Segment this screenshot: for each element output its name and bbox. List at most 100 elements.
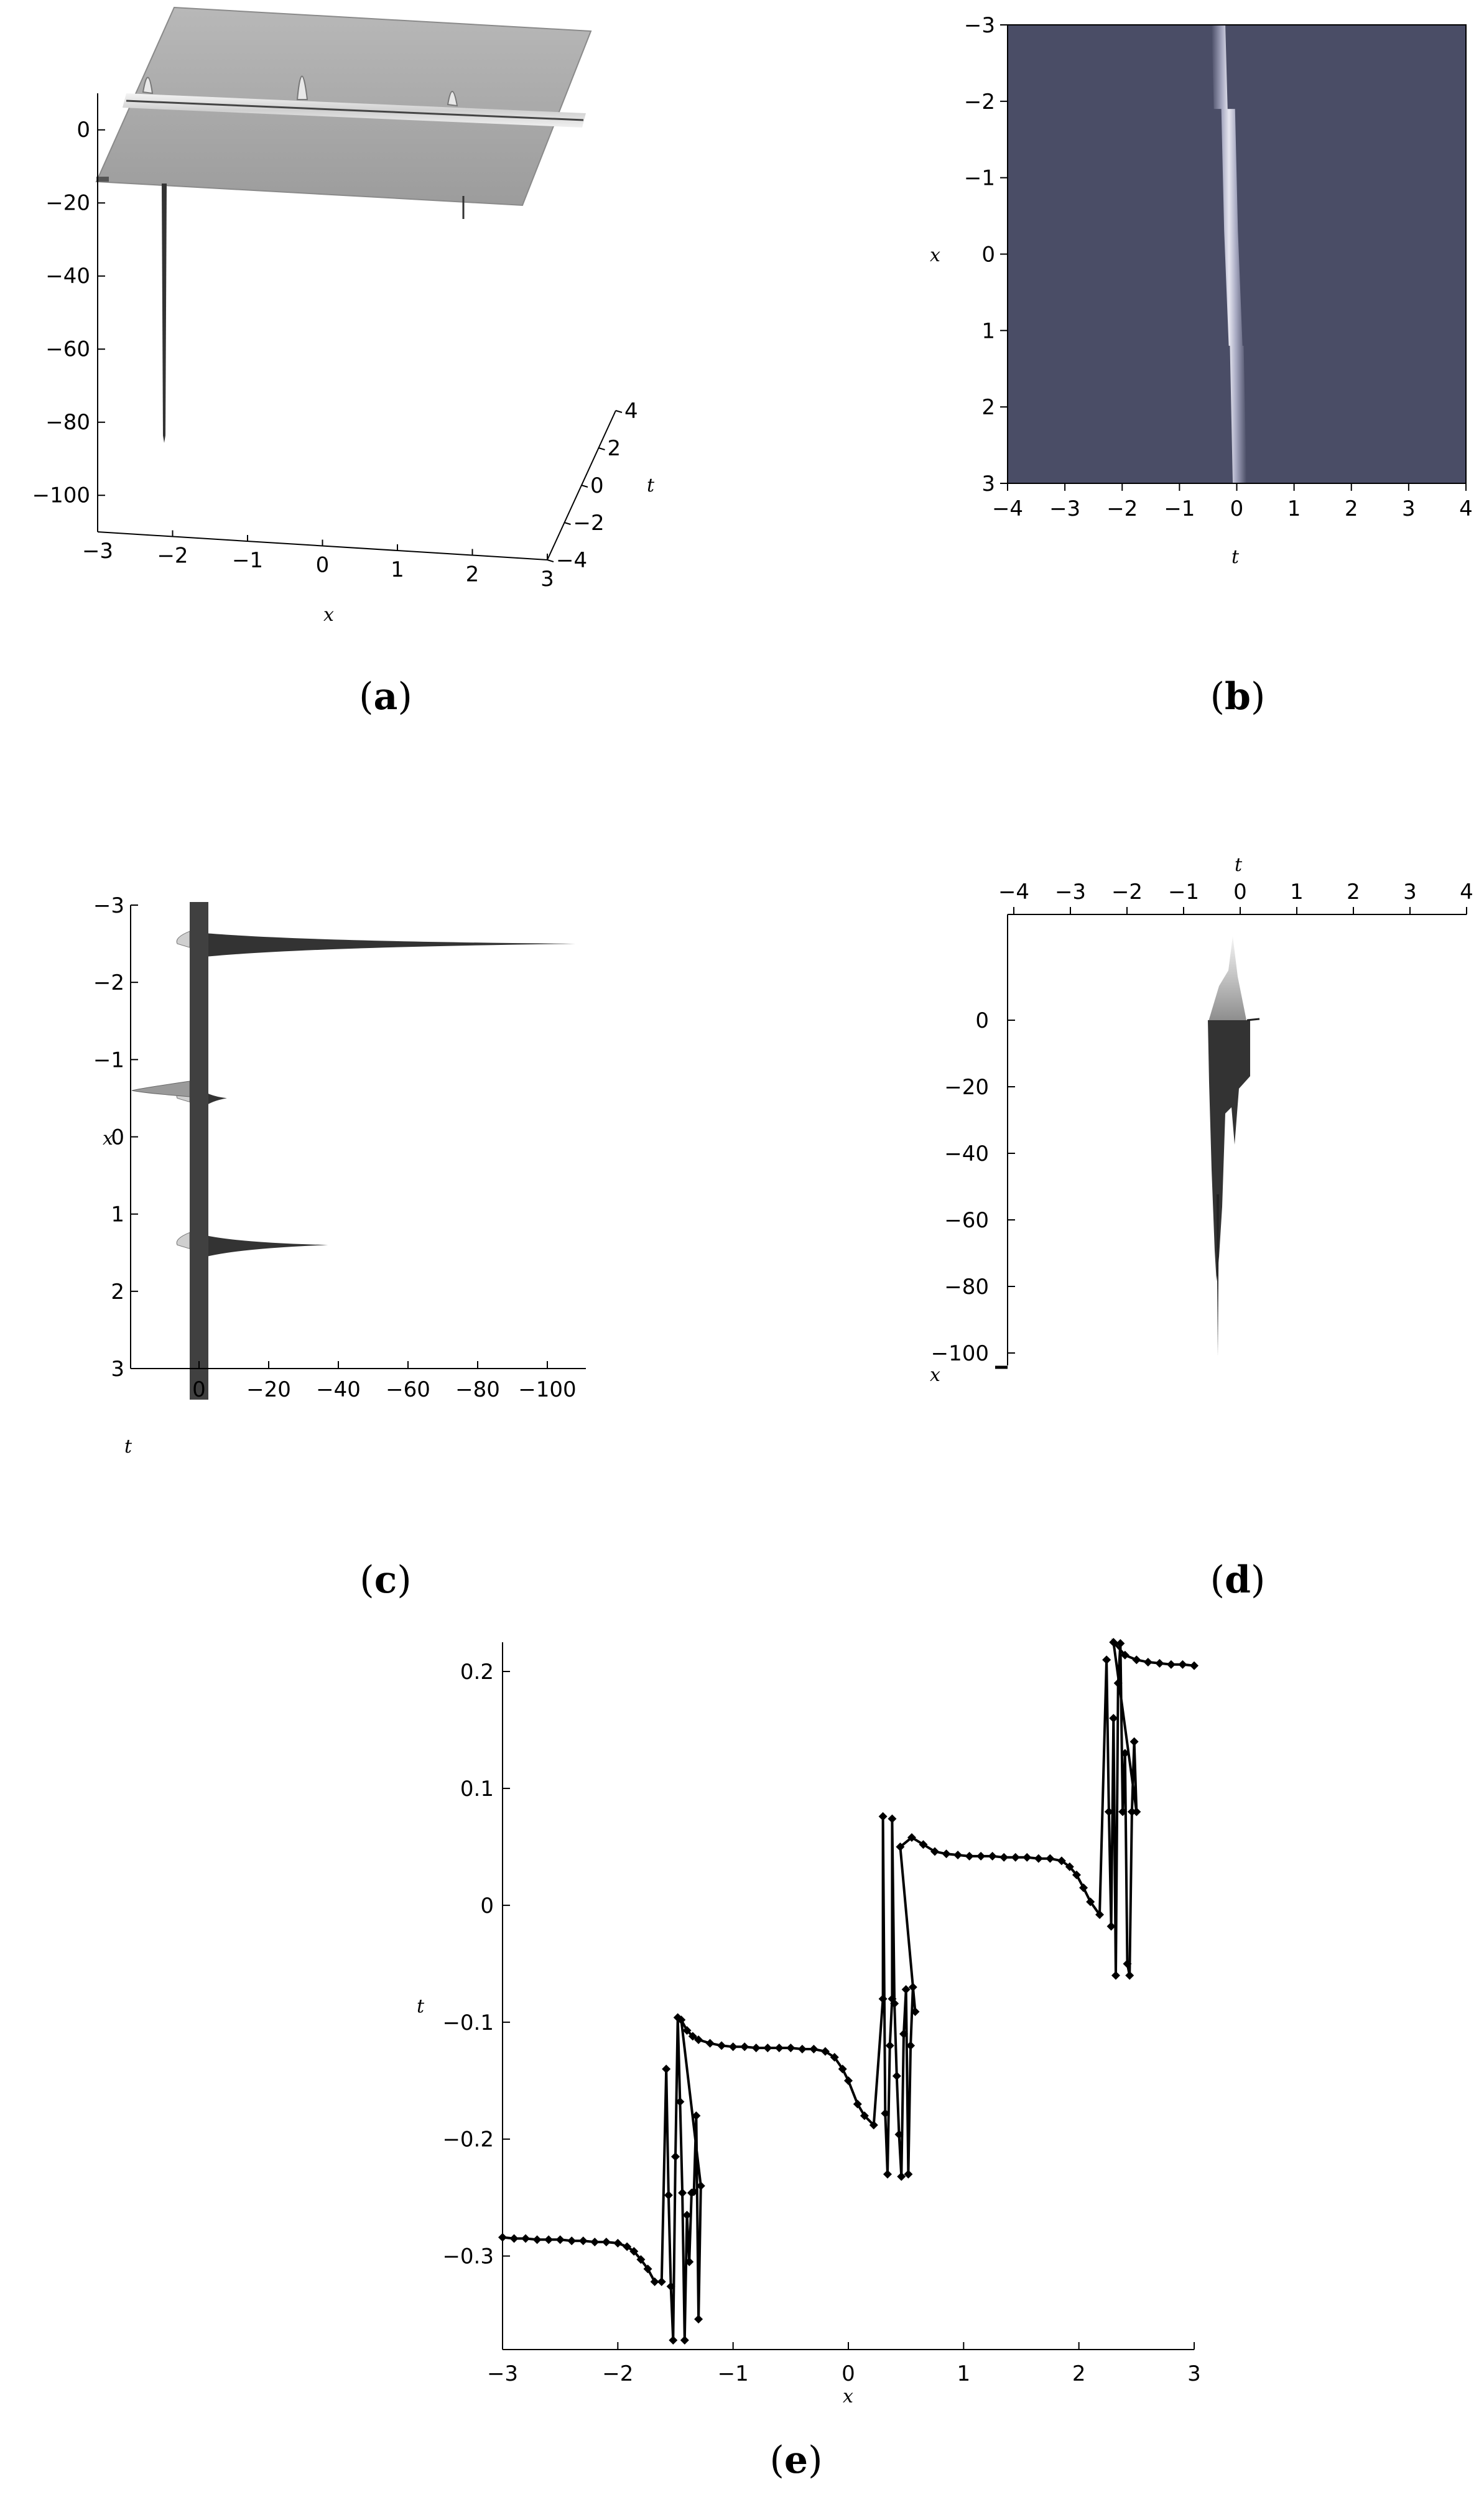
- x-tick-label: 1: [957, 2361, 971, 2386]
- series-point: [1132, 1807, 1141, 1816]
- x-tick-label: 3: [540, 567, 554, 592]
- series-point: [1109, 1714, 1118, 1723]
- series-point: [1102, 1655, 1111, 1665]
- series-point: [678, 2188, 687, 2198]
- t-tick-label: 3: [1402, 496, 1416, 521]
- series-point: [853, 2099, 862, 2109]
- series-point: [1120, 1650, 1129, 1660]
- series-point: [881, 2109, 890, 2118]
- t-tick-label: −1: [1168, 880, 1199, 904]
- t-tick-label: 0: [1230, 496, 1244, 521]
- series-point: [751, 2043, 761, 2053]
- z-tick-label: −20: [944, 1075, 989, 1100]
- x-tick-label: 0: [111, 1125, 124, 1150]
- series-point: [740, 2042, 749, 2052]
- t-tick-mark: [547, 559, 554, 562]
- z-tick-label: −100: [931, 1341, 989, 1366]
- x-tick-label: −3: [964, 13, 995, 38]
- series-point: [906, 2041, 916, 2050]
- series-point: [544, 2235, 554, 2244]
- x-axis-label: x: [843, 2386, 853, 2407]
- x-tick-label: 1: [111, 1202, 124, 1227]
- t-tick-label: −2: [1106, 496, 1138, 521]
- z-tick-label: 0: [192, 1377, 206, 1402]
- x-axis-label: x: [323, 604, 334, 626]
- z-axis-ticks: 0 −20 −40 −60 −80 −100: [931, 1008, 1015, 1366]
- z-tick-label: −20: [246, 1377, 291, 1402]
- series-point: [1166, 1660, 1176, 1669]
- t-tick-label: 2: [1347, 880, 1360, 904]
- z-tick-label: −40: [944, 1141, 989, 1166]
- y-tick-label: −0.1: [442, 2011, 494, 2035]
- series-point: [682, 2025, 692, 2035]
- x-axis-ticks: −3 −2 −1 0 1 2 3: [487, 2342, 1201, 2386]
- series-point: [988, 1851, 997, 1861]
- y-tick-label: 0: [480, 1894, 494, 1918]
- x-tick-label: 2: [466, 562, 480, 587]
- x-tick-label: 1: [981, 318, 995, 343]
- x-axis-label: x: [930, 1364, 940, 1386]
- surface-column: [190, 902, 208, 1400]
- x-tick-label: 2: [981, 395, 995, 420]
- spike-down: [162, 184, 167, 443]
- series-point: [809, 2045, 819, 2054]
- series-point: [1034, 1854, 1043, 1863]
- t-tick-label: 4: [1460, 880, 1473, 904]
- caption-e: (e): [769, 2439, 823, 2482]
- series-point: [1109, 1638, 1118, 1647]
- series-point: [650, 2277, 659, 2286]
- x-tick-label: 3: [111, 1357, 124, 1382]
- caption-c: (c): [359, 1558, 412, 1602]
- series-point: [907, 1833, 916, 1842]
- series-point: [897, 2172, 906, 2181]
- t-tick-label: −3: [1049, 496, 1080, 521]
- series-point: [774, 2043, 784, 2053]
- surface-spike: [199, 932, 575, 958]
- series-point: [820, 2047, 830, 2056]
- surface-edge: [1246, 1018, 1260, 1021]
- series-point: [689, 2187, 698, 2197]
- series-point: [664, 2190, 673, 2200]
- panel-c-3d-surface-side: −3 −2 −1 0 1 2 3 0 −20 −40 −60 −80 −100 x t: [93, 893, 586, 1458]
- t-tick-label: 2: [1345, 496, 1358, 521]
- caption-d: (d): [1210, 1558, 1266, 1602]
- panel-a-3d-surface: 0−20−40−60−80−100 −3 −2 −1 0 1 2 3 x 420−2−4 t: [32, 6, 655, 626]
- t-axis-label: t: [1231, 546, 1240, 568]
- series-point: [657, 2277, 666, 2286]
- series-markers: [498, 1638, 1199, 2345]
- series-point: [601, 2238, 611, 2247]
- series-point: [763, 2043, 772, 2053]
- series-point: [930, 1847, 939, 1856]
- x-tick-label: −2: [602, 2361, 633, 2386]
- y-tick-label: 0.2: [460, 1660, 494, 1685]
- series-point: [623, 2242, 632, 2251]
- x-tick-label: −2: [93, 970, 124, 995]
- z-tick-label: −40: [316, 1377, 361, 1402]
- series-point: [869, 2121, 878, 2130]
- series-point: [1023, 1853, 1032, 1862]
- z-tick-label: −60: [386, 1377, 430, 1402]
- z-tick-label: −80: [944, 1275, 989, 1300]
- x-tick-label: −1: [964, 166, 995, 191]
- t-tick-label: 2: [608, 436, 621, 461]
- t-axis-ticks: −4 −3 −2 −1 0 1 2 3 4: [998, 880, 1473, 914]
- series-point: [666, 2282, 675, 2291]
- z-tick-label: −60: [944, 1208, 989, 1233]
- surface-spike-highlight: [176, 931, 190, 948]
- series-point: [567, 2236, 577, 2246]
- x-axis-ticks: −3 −2 −1 0 1 2 3: [82, 526, 554, 592]
- z-axis-ticks: 0 −20 −40 −60 −80 −100: [32, 118, 105, 508]
- series-point: [1116, 1639, 1125, 1648]
- z-axis-ticks: 0 −20 −40 −60 −80 −100: [192, 1361, 577, 1402]
- x-axis-ticks: −3 −2 −1 0 1 2 3: [93, 893, 138, 1382]
- series-point: [797, 2045, 807, 2054]
- t-tick-label: −4: [556, 548, 587, 573]
- series-point: [555, 2235, 565, 2244]
- series-point: [999, 1853, 1009, 1862]
- x-tick-label: 2: [1072, 2361, 1086, 2386]
- x-axis-label: x: [103, 1128, 113, 1150]
- series-point: [885, 2041, 894, 2050]
- x-axis-label: x: [930, 244, 940, 266]
- series-point: [888, 1814, 897, 1823]
- series-point: [688, 2032, 697, 2041]
